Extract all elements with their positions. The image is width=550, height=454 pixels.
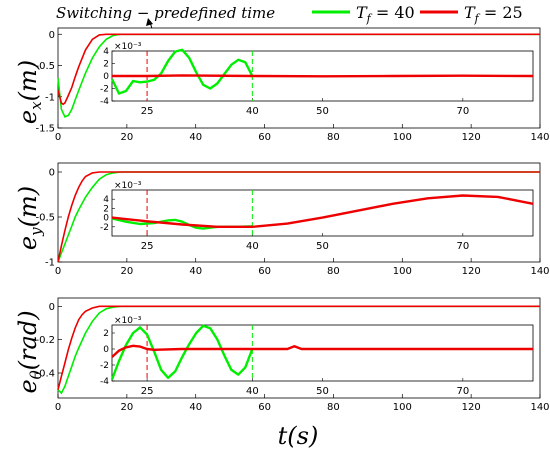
inset-x-tick-label: 50 <box>316 386 329 397</box>
inset-x-tick-label: 25 <box>141 386 154 397</box>
inset-y-tick-label: -4 <box>100 377 109 387</box>
legend-item-tf40: Tf = 40 <box>312 3 415 25</box>
ylabel-etheta: eθ(rad) <box>14 310 45 393</box>
x-tick-label: 80 <box>327 132 340 143</box>
inset-box <box>111 324 534 382</box>
panel-etheta: 0 20 40 60 80 100 120 140 -0.4 -0.2 0 ×10⁻³ -4 -2 0 2 25… <box>35 297 550 413</box>
x-tick-label: 140 <box>530 402 549 413</box>
inset-series-line-0 <box>110 48 254 95</box>
legend: Switching − predefined time Tf = 40 Tf =… <box>56 3 523 63</box>
x-tick-label: 20 <box>120 402 133 413</box>
x-tick-label: 80 <box>327 402 340 413</box>
inset-series-line-1 <box>111 194 534 228</box>
inset-exponent: ×10⁻³ <box>114 181 142 191</box>
y-tick-label: 0 <box>49 168 55 179</box>
inset-y-tick-label: 4 <box>103 47 109 57</box>
inset-exponent: ×10⁻³ <box>114 316 142 326</box>
inset-x-tick-label: 25 <box>141 241 154 252</box>
inset-series-line-1 <box>112 74 534 78</box>
inset-y-tick-label: -2 <box>100 361 109 371</box>
inset-y-tick-label: 0 <box>103 345 109 355</box>
y-tick-label: -0.4 <box>35 369 55 380</box>
inset-x-tick-label: 40 <box>246 386 259 397</box>
x-tick-label: 120 <box>462 266 481 277</box>
inset-y-tick-label: 0 <box>103 72 109 82</box>
y-tick-label: -0.5 <box>35 61 55 72</box>
x-tick-label: 0 <box>55 266 61 277</box>
x-tick-label: 140 <box>530 266 549 277</box>
inset-y-tick-label: -2 <box>100 223 109 233</box>
inset-y-tick-label: 4 <box>103 195 109 205</box>
y-tick-label: 0 <box>49 30 55 41</box>
inset-axes: ×10⁻³ -4 -2 0 2 4 25 40 50 70 <box>100 42 534 117</box>
inset-y-tick-label: -2 <box>100 85 109 95</box>
series-line-1 <box>57 171 540 263</box>
xlabel: t(s) <box>278 422 319 450</box>
inset-x-tick-label: 25 <box>141 106 154 117</box>
x-tick-label: 100 <box>393 132 412 143</box>
inset-series-line-1 <box>111 344 533 358</box>
x-tick-label: 40 <box>189 266 202 277</box>
inset-y-tick-label: 2 <box>103 329 109 339</box>
series-line-1 <box>57 305 540 390</box>
legend-label-tf25: Tf = 25 <box>464 3 523 25</box>
legend-item-tf25: Tf = 25 <box>420 3 523 25</box>
y-tick-label: -1 <box>45 258 55 269</box>
annotation-arrowhead <box>146 18 153 26</box>
inset-x-tick-label: 70 <box>456 386 469 397</box>
x-tick-label: 0 <box>55 132 61 143</box>
x-tick-label: 140 <box>530 132 549 143</box>
inset-x-tick-label: 40 <box>246 241 259 252</box>
inset-box <box>111 189 534 237</box>
y-tick-label: -1.5 <box>35 124 55 135</box>
inset-exponent: ×10⁻³ <box>114 42 142 52</box>
inset-x-tick-label: 50 <box>316 241 329 252</box>
y-tick-label: -0.5 <box>35 213 55 224</box>
ylabel-ex: ex(m) <box>14 60 45 124</box>
x-tick-label: 120 <box>462 132 481 143</box>
x-tick-label: 40 <box>189 402 202 413</box>
x-tick-label: 0 <box>55 402 61 413</box>
x-tick-label: 100 <box>393 402 412 413</box>
inset-x-tick-label: 40 <box>246 106 259 117</box>
series-line-1 <box>57 33 540 106</box>
inset-series-line-0 <box>110 324 254 380</box>
x-tick-label: 100 <box>393 266 412 277</box>
inset-x-tick-label: 70 <box>456 241 469 252</box>
y-tick-label: -0.2 <box>35 335 55 346</box>
x-tick-label: 20 <box>120 132 133 143</box>
legend-label-tf40: Tf = 40 <box>356 3 415 25</box>
x-tick-label: 80 <box>327 266 340 277</box>
y-tick-label: -1 <box>45 92 55 103</box>
x-tick-label: 120 <box>462 402 481 413</box>
inset-y-tick-label: -4 <box>100 97 109 107</box>
ylabel-ey: ey(m) <box>14 186 45 250</box>
x-tick-label: 60 <box>258 132 271 143</box>
inset-y-tick-label: 2 <box>103 204 109 214</box>
x-tick-label: 40 <box>189 132 202 143</box>
inset-y-tick-label: 0 <box>103 214 109 224</box>
inset-axes: ×10⁻³ -4 -2 0 2 25 40 50 70 <box>100 316 534 397</box>
x-tick-label: 60 <box>258 402 271 413</box>
x-tick-label: 20 <box>120 266 133 277</box>
panel-ex: 0 20 40 60 80 100 120 140 -1.5 -1 -0.5 0 ×10⁻³ -4 -2 0 2… <box>35 27 550 143</box>
inset-y-tick-label: 2 <box>103 60 109 70</box>
inset-x-tick-label: 70 <box>456 106 469 117</box>
inset-x-tick-label: 50 <box>316 106 329 117</box>
x-tick-label: 60 <box>258 266 271 277</box>
switching-annotation: Switching − predefined time <box>56 4 275 22</box>
y-tick-label: 0 <box>49 302 55 313</box>
